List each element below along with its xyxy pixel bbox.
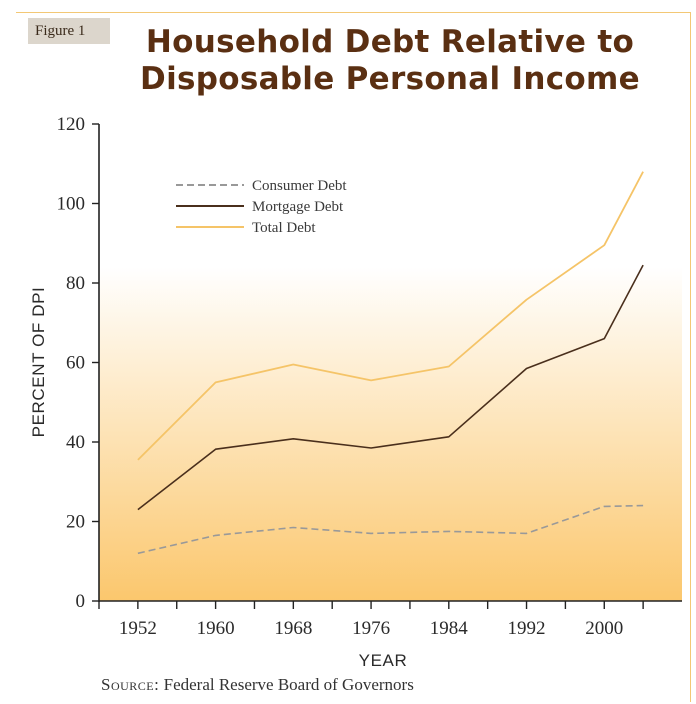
y-tick-label: 100 xyxy=(57,194,86,215)
x-tick-label: 1976 xyxy=(352,618,390,639)
y-tick-label: 120 xyxy=(57,114,86,135)
y-tick-label: 20 xyxy=(66,512,85,533)
source-prefix: Source: xyxy=(101,675,160,694)
x-tick-label: 1992 xyxy=(508,618,546,639)
x-tick-label: 1960 xyxy=(197,618,235,639)
series-line-consumer-debt xyxy=(137,504,644,555)
y-tick-label: 40 xyxy=(66,432,85,453)
x-tick-label: 1984 xyxy=(430,618,469,639)
source-note: Source: Federal Reserve Board of Governo… xyxy=(101,675,414,695)
y-tick-label: 60 xyxy=(66,353,85,374)
chart-title-line1: Household Debt Relative to xyxy=(145,24,635,60)
figure-label: Figure 1 xyxy=(28,18,110,44)
series-line-total-debt xyxy=(137,171,644,461)
x-axis-title: YEAR xyxy=(359,651,408,670)
x-tick-label: 2000 xyxy=(585,618,623,639)
series-line-mortgage-debt xyxy=(137,264,644,511)
x-tick-label: 1968 xyxy=(274,618,312,639)
plot-background xyxy=(99,124,682,601)
chart-title: Household Debt Relative to Disposable Pe… xyxy=(130,24,650,98)
figure-frame xyxy=(16,12,691,702)
y-axis-title: PERCENT OF DPI xyxy=(29,287,48,438)
x-tick-label: 1952 xyxy=(119,618,157,639)
legend-label: Total Debt xyxy=(252,220,316,236)
source-text: Federal Reserve Board of Governors xyxy=(163,675,414,694)
legend-label: Mortgage Debt xyxy=(252,199,344,215)
y-tick-label: 80 xyxy=(66,273,85,294)
chart-title-line2: Disposable Personal Income xyxy=(140,61,640,97)
y-tick-label: 0 xyxy=(76,591,86,612)
legend-label: Consumer Debt xyxy=(252,178,347,194)
